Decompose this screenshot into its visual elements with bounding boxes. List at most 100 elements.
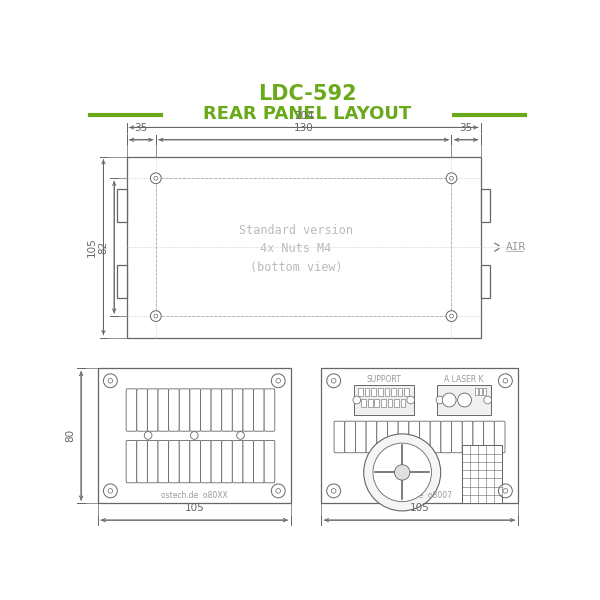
FancyBboxPatch shape — [345, 421, 355, 453]
FancyBboxPatch shape — [494, 421, 505, 453]
FancyBboxPatch shape — [232, 389, 243, 431]
FancyBboxPatch shape — [232, 440, 243, 483]
FancyBboxPatch shape — [264, 440, 275, 483]
Circle shape — [458, 393, 472, 407]
Text: AIR: AIR — [506, 242, 526, 252]
Bar — [401, 399, 405, 407]
FancyBboxPatch shape — [137, 389, 148, 431]
Circle shape — [446, 173, 457, 184]
Bar — [374, 399, 379, 407]
Circle shape — [327, 484, 341, 498]
Circle shape — [327, 374, 341, 388]
Bar — [118, 189, 127, 221]
Circle shape — [108, 379, 113, 383]
FancyBboxPatch shape — [200, 440, 211, 483]
Bar — [479, 388, 482, 395]
FancyBboxPatch shape — [200, 389, 211, 431]
Text: 130: 130 — [294, 123, 314, 133]
FancyBboxPatch shape — [137, 440, 148, 483]
Text: SUPPORT: SUPPORT — [366, 376, 401, 385]
Bar — [365, 388, 370, 396]
Text: 105: 105 — [410, 503, 430, 513]
Circle shape — [442, 393, 456, 407]
Bar — [475, 388, 478, 395]
Text: 80: 80 — [65, 429, 75, 442]
FancyBboxPatch shape — [254, 440, 264, 483]
Bar — [127, 157, 481, 338]
Bar — [361, 399, 366, 407]
Circle shape — [449, 314, 454, 318]
FancyBboxPatch shape — [158, 389, 169, 431]
Circle shape — [154, 176, 158, 180]
FancyBboxPatch shape — [452, 421, 462, 453]
Text: 105: 105 — [87, 237, 97, 257]
Circle shape — [276, 379, 281, 383]
Bar — [481, 265, 490, 298]
Bar — [462, 445, 502, 503]
Circle shape — [103, 374, 118, 388]
Bar — [98, 368, 290, 503]
FancyBboxPatch shape — [484, 421, 494, 453]
FancyBboxPatch shape — [169, 389, 179, 431]
FancyBboxPatch shape — [355, 421, 366, 453]
FancyBboxPatch shape — [179, 440, 190, 483]
FancyBboxPatch shape — [377, 421, 388, 453]
Circle shape — [499, 374, 512, 388]
FancyBboxPatch shape — [243, 389, 254, 431]
FancyBboxPatch shape — [398, 421, 409, 453]
FancyBboxPatch shape — [243, 440, 254, 483]
Text: 35: 35 — [134, 123, 148, 133]
Circle shape — [151, 311, 161, 322]
Bar — [368, 399, 373, 407]
Bar — [118, 265, 127, 298]
FancyBboxPatch shape — [462, 421, 473, 453]
Circle shape — [103, 484, 118, 498]
Circle shape — [151, 173, 161, 184]
Bar — [483, 388, 486, 395]
Bar — [358, 388, 363, 396]
FancyBboxPatch shape — [179, 389, 190, 431]
Text: ostech.de  o8007: ostech.de o8007 — [386, 491, 452, 500]
Text: LDC-592: LDC-592 — [258, 83, 357, 104]
Circle shape — [499, 484, 512, 498]
Circle shape — [190, 431, 198, 439]
Text: (bottom view): (bottom view) — [250, 260, 342, 274]
Circle shape — [271, 374, 285, 388]
Text: 35: 35 — [460, 123, 473, 133]
Circle shape — [271, 484, 285, 498]
Circle shape — [144, 431, 152, 439]
Bar — [394, 399, 399, 407]
Text: 82: 82 — [98, 241, 108, 254]
Circle shape — [331, 488, 336, 493]
Text: 204: 204 — [294, 110, 314, 121]
FancyBboxPatch shape — [409, 421, 419, 453]
Circle shape — [364, 434, 441, 511]
Bar — [354, 385, 414, 415]
FancyBboxPatch shape — [211, 389, 222, 431]
FancyBboxPatch shape — [190, 440, 200, 483]
Text: A LASER K: A LASER K — [444, 376, 484, 385]
Bar — [385, 388, 389, 396]
FancyBboxPatch shape — [126, 440, 137, 483]
Circle shape — [373, 443, 431, 502]
FancyBboxPatch shape — [419, 421, 430, 453]
FancyBboxPatch shape — [169, 440, 179, 483]
Bar — [156, 178, 451, 316]
Text: 4x Nuts M4: 4x Nuts M4 — [260, 242, 332, 255]
FancyBboxPatch shape — [148, 440, 158, 483]
Circle shape — [395, 465, 410, 480]
Bar — [381, 399, 386, 407]
Bar — [437, 385, 491, 415]
Circle shape — [353, 396, 361, 404]
FancyBboxPatch shape — [222, 440, 232, 483]
FancyBboxPatch shape — [388, 421, 398, 453]
FancyBboxPatch shape — [441, 421, 452, 453]
Circle shape — [331, 379, 336, 383]
Bar — [378, 388, 383, 396]
Bar — [388, 399, 392, 407]
FancyBboxPatch shape — [254, 389, 264, 431]
Text: ostech.de  o80XX: ostech.de o80XX — [161, 491, 227, 500]
Circle shape — [484, 396, 491, 404]
Bar — [371, 388, 376, 396]
Bar — [398, 388, 402, 396]
